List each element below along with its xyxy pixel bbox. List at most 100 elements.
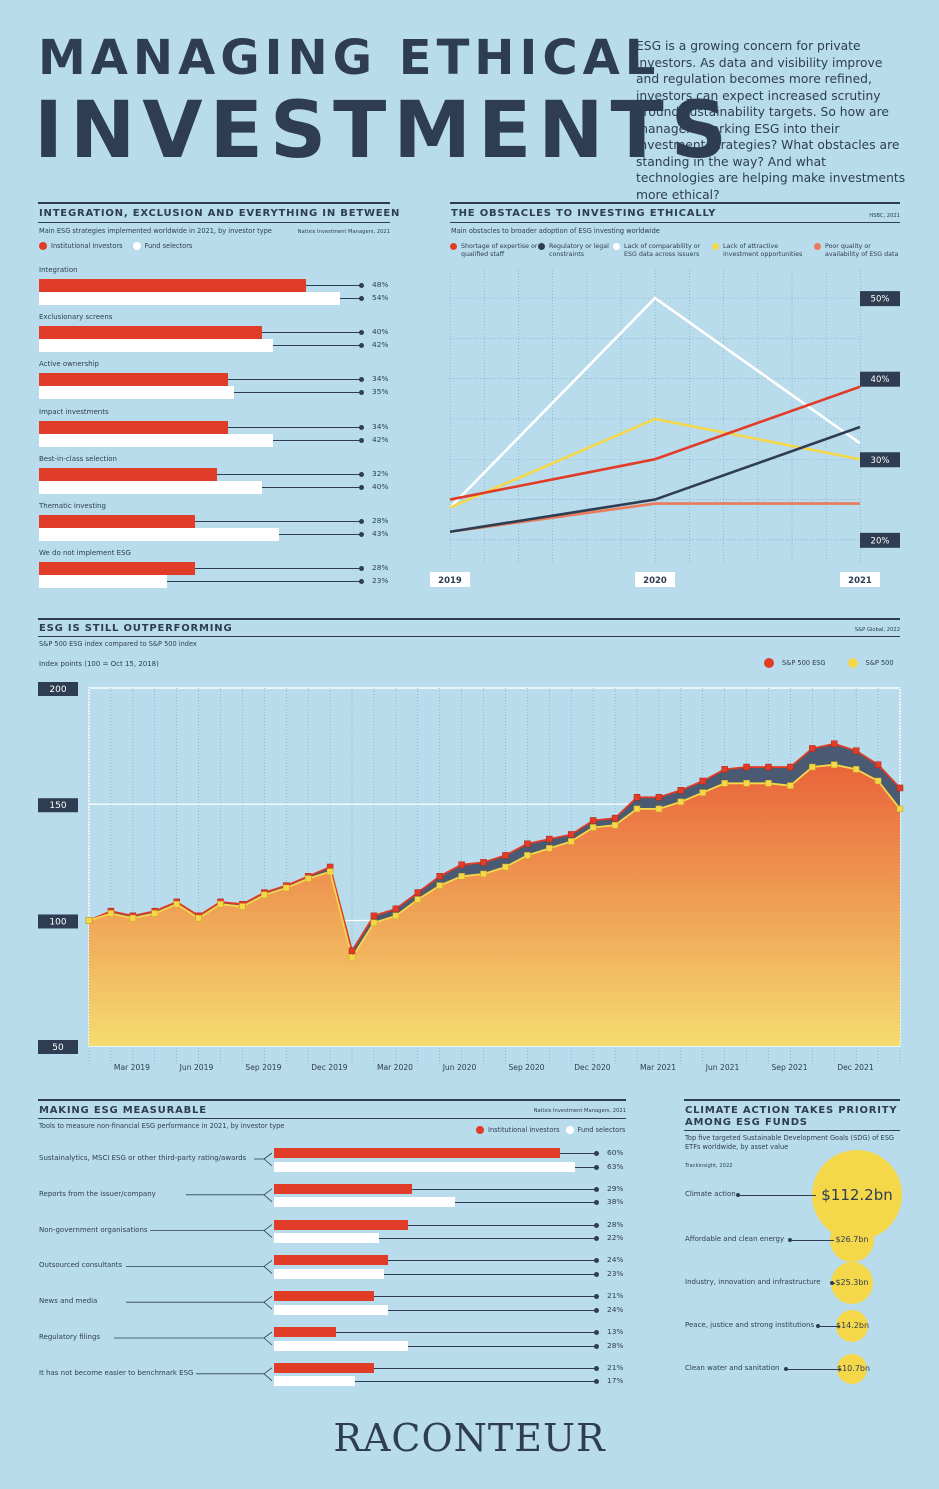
bar-leader-dot bbox=[594, 1343, 599, 1349]
section-rule bbox=[38, 618, 900, 620]
bar-leader-dot bbox=[594, 1294, 599, 1300]
bar-institutional bbox=[39, 515, 195, 528]
x-tick-label: 2019 bbox=[438, 576, 462, 586]
bar-institutional bbox=[39, 420, 229, 434]
legend-swatch-sp500 bbox=[847, 658, 858, 668]
bubble-category-label: Industry, innovation and infrastructure bbox=[685, 1278, 821, 1286]
x-tick-label: 2021 bbox=[848, 576, 872, 586]
category-connector bbox=[263, 1158, 273, 1167]
bar-category-label: Sustainalytics, MSCI ESG or other third-… bbox=[39, 1154, 247, 1162]
sp500-point bbox=[173, 900, 180, 908]
bar-leader-dot bbox=[359, 579, 364, 585]
bar-institutional bbox=[39, 562, 195, 576]
sp500-point bbox=[392, 912, 400, 920]
outperform-legend: S&P 500 ESG S&P 500 bbox=[764, 658, 894, 668]
esg-point bbox=[370, 912, 378, 920]
series-line bbox=[449, 502, 860, 534]
integration-subtitle: Main ESG strategies implemented worldwid… bbox=[39, 227, 272, 235]
category-connector bbox=[263, 1152, 273, 1160]
section-rule bbox=[38, 1118, 626, 1119]
bar-institutional bbox=[274, 1219, 408, 1230]
y-tick-box bbox=[38, 1040, 78, 1054]
esg-point bbox=[896, 784, 904, 792]
bar-fund-selectors bbox=[274, 1233, 379, 1244]
bar-category-label: Regulatory filings bbox=[39, 1333, 101, 1341]
bar-fund-selectors bbox=[39, 386, 234, 400]
bar-value-label: 48% bbox=[372, 280, 389, 289]
sp500-point bbox=[151, 910, 159, 917]
bar-category-label: Non-government organisations bbox=[39, 1225, 148, 1234]
section-rule bbox=[684, 1099, 900, 1101]
sp500-point bbox=[217, 900, 224, 908]
legend-institutional-label: Institutional investors bbox=[51, 242, 123, 250]
esg-line bbox=[88, 742, 901, 953]
x-tick-box bbox=[430, 572, 470, 587]
bar-value-label: 23% bbox=[372, 576, 389, 586]
bar-category-label: Thematic investing bbox=[39, 502, 106, 510]
esg-point bbox=[392, 905, 400, 913]
outperform-subtitle: S&P 500 ESG index compared to S&P 500 in… bbox=[39, 640, 197, 648]
bar-institutional bbox=[274, 1255, 389, 1266]
legend-swatch-esg bbox=[764, 658, 774, 668]
bar-leader-line bbox=[378, 1238, 597, 1240]
sp500-point bbox=[546, 845, 553, 852]
bar-leader-dot bbox=[594, 1200, 599, 1206]
bar-leader-line bbox=[374, 1367, 597, 1369]
bar-fund-selectors bbox=[39, 480, 262, 494]
bar-value-label: 63% bbox=[607, 1161, 624, 1171]
legend-swatch bbox=[712, 243, 719, 250]
bar-leader-dot bbox=[594, 1186, 599, 1192]
esg-point bbox=[611, 814, 619, 822]
sp500-point bbox=[239, 903, 246, 910]
bar-leader-dot bbox=[359, 424, 364, 430]
category-connector bbox=[263, 1188, 273, 1196]
sp500-point bbox=[85, 917, 93, 924]
bar-leader-dot bbox=[359, 283, 364, 288]
bar-institutional bbox=[274, 1148, 561, 1158]
bar-institutional bbox=[39, 279, 307, 292]
category-connector bbox=[263, 1230, 273, 1238]
legend-label: Shortage of expertise or qualified staff bbox=[461, 243, 538, 258]
legend-swatch bbox=[814, 243, 821, 250]
y-tick-box bbox=[860, 371, 900, 387]
x-tick-box bbox=[840, 572, 880, 587]
esg-point bbox=[743, 763, 750, 771]
esg-point bbox=[524, 840, 531, 848]
measurable-source: Natixis Investment Managers, 2021 bbox=[533, 1108, 626, 1114]
bar-value-label: 34% bbox=[372, 374, 389, 384]
category-connector bbox=[263, 1224, 273, 1231]
bar-value-label: 43% bbox=[372, 529, 389, 538]
legend-item: Regulatory or legal constraints bbox=[538, 243, 610, 259]
y-tick-box bbox=[860, 291, 900, 307]
category-connector bbox=[263, 1301, 273, 1310]
x-tick-box bbox=[635, 572, 675, 587]
outperform-axis-note: Index points (100 = Oct 15, 2018) bbox=[39, 660, 159, 668]
esg-point bbox=[677, 787, 685, 794]
bar-category-label: It has not become easier to benchmark ES… bbox=[39, 1368, 194, 1377]
esg-point bbox=[809, 745, 816, 752]
bar-value-label: 34% bbox=[372, 421, 389, 431]
legend-swatch-fund bbox=[565, 1126, 574, 1134]
obstacles-legend: Shortage of expertise or qualified staff… bbox=[450, 243, 902, 263]
bar-fund-selectors bbox=[39, 528, 279, 541]
legend-sp500-label: S&P 500 bbox=[865, 659, 894, 667]
bar-value-label: 42% bbox=[372, 434, 389, 444]
obstacles-line-chart: 50% 40% 30% 20% 2019 2020 2021 bbox=[430, 270, 900, 587]
bar-leader-dot bbox=[594, 1258, 599, 1264]
legend-fund-label: Fund selectors bbox=[577, 1126, 626, 1134]
measurable-legend: Institutional investors Fund selectors bbox=[476, 1126, 625, 1134]
outperform-source: S&P Global, 2022 bbox=[854, 627, 900, 633]
bar-leader-line bbox=[261, 332, 362, 334]
y-tick-label: 50% bbox=[871, 295, 890, 305]
section-rule bbox=[450, 222, 900, 223]
esg-point bbox=[589, 817, 597, 824]
bubble-leader-line bbox=[790, 1240, 835, 1241]
bar-category-label: Impact investments bbox=[39, 407, 109, 416]
bubble-leader-line bbox=[786, 1369, 841, 1370]
esg-point bbox=[436, 873, 443, 880]
esg-point bbox=[480, 859, 487, 866]
bar-category-label: Reports from the issuer/company bbox=[39, 1189, 156, 1198]
bar-fund-selectors bbox=[274, 1161, 575, 1172]
bubble-value-label: $10.7bn bbox=[837, 1364, 871, 1374]
outperform-title: ESG IS STILL OUTPERFORMING bbox=[39, 623, 233, 634]
